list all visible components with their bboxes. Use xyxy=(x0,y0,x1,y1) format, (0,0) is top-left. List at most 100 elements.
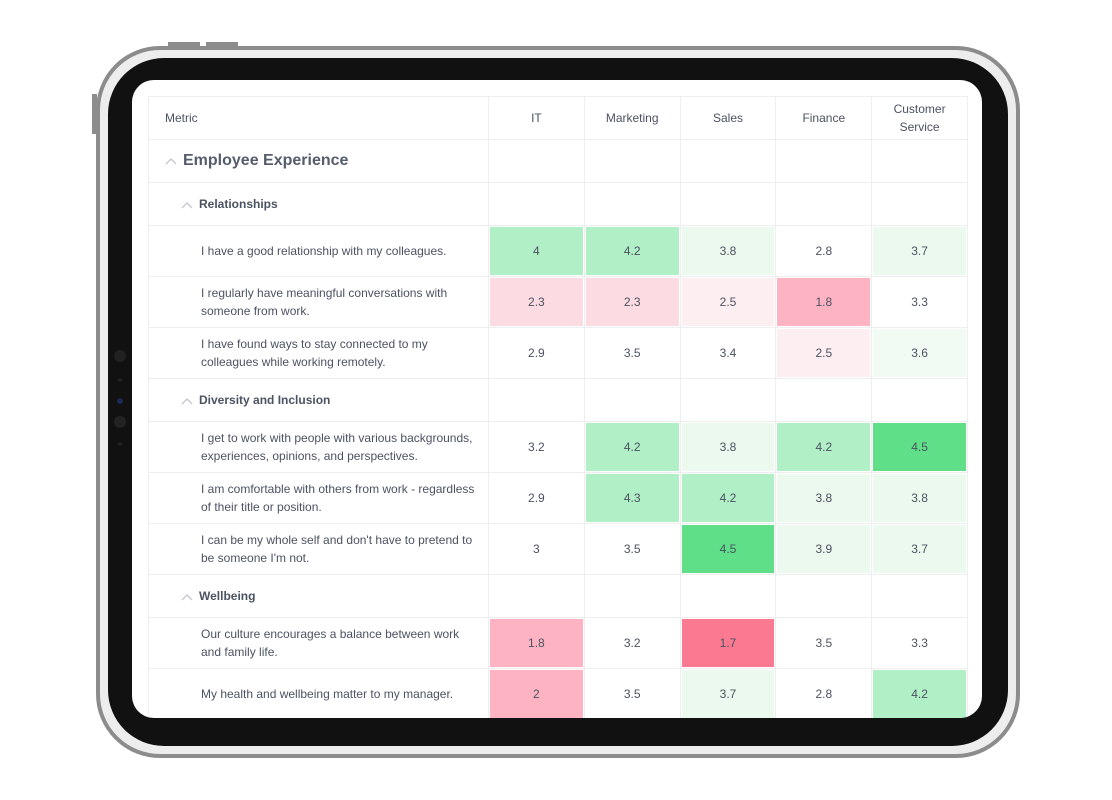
sensor xyxy=(118,378,122,382)
metric-label: I can be my whole self and don't have to… xyxy=(201,533,473,565)
empty-cell xyxy=(488,139,585,183)
group-title-cell: Wellbeing xyxy=(148,574,489,618)
group-title-cell: Diversity and Inclusion xyxy=(148,378,489,422)
score-cell: 2.8 xyxy=(775,225,873,277)
column-header-text: Metric xyxy=(165,111,198,125)
empty-cell xyxy=(871,139,968,183)
collapse-chevron[interactable] xyxy=(181,201,193,209)
score-value: 3.7 xyxy=(911,244,928,258)
empty-cell xyxy=(679,378,777,422)
empty-cell xyxy=(583,378,681,422)
score-cell: 2 xyxy=(488,668,585,718)
score-cell: 3.5 xyxy=(583,668,681,718)
score-cell: 4.5 xyxy=(871,421,968,473)
collapse-chevron[interactable] xyxy=(181,593,193,601)
metric-label: I regularly have meaningful conversation… xyxy=(201,286,448,318)
score-value: 1.8 xyxy=(528,636,545,650)
column-header: IT xyxy=(488,96,585,140)
group-title: Relationships xyxy=(199,197,278,211)
empty-cell xyxy=(679,182,777,226)
score-cell: 2.9 xyxy=(488,327,585,379)
score-cell: 3.5 xyxy=(775,617,873,669)
column-header: Metric xyxy=(148,96,489,140)
empty-cell xyxy=(871,574,968,618)
score-cell: 1.8 xyxy=(488,617,585,669)
metric-label: I get to work with people with various b… xyxy=(201,431,473,463)
section-row: Employee Experience xyxy=(148,139,968,183)
metric-row: Our culture encourages a balance between… xyxy=(148,617,968,669)
side-button xyxy=(92,94,97,134)
score-cell: 4.2 xyxy=(775,421,873,473)
group-title-cell: Relationships xyxy=(148,182,489,226)
column-header-text: IT xyxy=(531,111,542,125)
score-cell: 3.9 xyxy=(775,523,873,575)
score-value: 3.7 xyxy=(719,687,737,701)
score-cell: 3.5 xyxy=(583,523,681,575)
score-value: 3.3 xyxy=(911,636,928,650)
table-body: Employee Experience Relationships I have a… xyxy=(148,139,968,718)
score-value: 3.2 xyxy=(623,636,641,650)
empty-cell xyxy=(775,139,873,183)
score-cell: 2.3 xyxy=(583,276,681,328)
score-value: 3.5 xyxy=(623,687,641,701)
metric-label-cell: I get to work with people with various b… xyxy=(148,421,489,473)
heatmap-table: Metric IT Marketing Sales Finance Customer Se… xyxy=(148,96,968,718)
empty-cell xyxy=(583,574,681,618)
metric-label-cell: I can be my whole self and don't have to… xyxy=(148,523,489,575)
column-header-text: Sales xyxy=(712,111,743,125)
score-value: 3.2 xyxy=(528,440,545,454)
metric-label: I have found ways to stay connected to m… xyxy=(201,337,428,369)
metric-row: I can be my whole self and don't have to… xyxy=(148,523,968,575)
score-value: 4.2 xyxy=(719,491,737,505)
column-header-text: Customer Service xyxy=(893,102,946,134)
score-cell: 2.5 xyxy=(775,327,873,379)
score-value: 3.4 xyxy=(719,346,737,360)
metric-label-cell: I have a good relationship with my colle… xyxy=(148,225,489,277)
metric-label-cell: I regularly have meaningful conversation… xyxy=(148,276,489,328)
score-cell: 2.8 xyxy=(775,668,873,718)
group-title: Diversity and Inclusion xyxy=(199,393,331,407)
sensor xyxy=(118,442,122,446)
metric-label-cell: I have found ways to stay connected to m… xyxy=(148,327,489,379)
score-cell: 3.8 xyxy=(679,225,777,277)
score-value: 4.5 xyxy=(719,542,737,556)
metric-label: I am comfortable with others from work -… xyxy=(201,482,475,514)
score-value: 3.8 xyxy=(815,491,833,505)
header-row: Metric IT Marketing Sales Finance Customer Se… xyxy=(148,96,968,140)
score-value: 3.9 xyxy=(815,542,833,556)
score-value: 4.2 xyxy=(911,687,928,701)
score-value: 2.8 xyxy=(815,687,833,701)
sensor xyxy=(117,398,123,404)
section-title-cell: Employee Experience xyxy=(148,139,489,183)
empty-cell xyxy=(488,182,585,226)
score-value: 4.2 xyxy=(623,440,641,454)
score-value: 2.5 xyxy=(719,295,737,309)
score-value: 2.5 xyxy=(815,346,833,360)
score-value: 2.9 xyxy=(528,491,545,505)
score-value: 1.8 xyxy=(815,295,833,309)
score-cell: 4.3 xyxy=(583,472,681,524)
score-cell: 4.2 xyxy=(679,472,777,524)
column-header-text: Marketing xyxy=(605,111,659,125)
column-header: Sales xyxy=(679,96,777,140)
score-value: 2 xyxy=(533,687,540,701)
score-cell: 4 xyxy=(488,225,585,277)
score-value: 2.8 xyxy=(815,244,833,258)
score-cell: 3.8 xyxy=(679,421,777,473)
column-header: Marketing xyxy=(583,96,681,140)
column-header-text: Finance xyxy=(802,111,846,125)
empty-cell xyxy=(583,139,681,183)
score-cell: 3.3 xyxy=(871,617,968,669)
score-value: 3.6 xyxy=(911,346,928,360)
score-cell: 4.2 xyxy=(583,225,681,277)
group-title: Wellbeing xyxy=(199,589,256,603)
metric-label: My health and wellbeing matter to my man… xyxy=(201,687,454,701)
collapse-chevron[interactable] xyxy=(165,157,177,165)
score-value: 3.3 xyxy=(911,295,928,309)
collapse-chevron[interactable] xyxy=(181,397,193,405)
group-row: Diversity and Inclusion xyxy=(148,378,968,422)
metric-label: Our culture encourages a balance between… xyxy=(201,627,460,659)
empty-cell xyxy=(871,378,968,422)
score-cell: 3.2 xyxy=(583,617,681,669)
